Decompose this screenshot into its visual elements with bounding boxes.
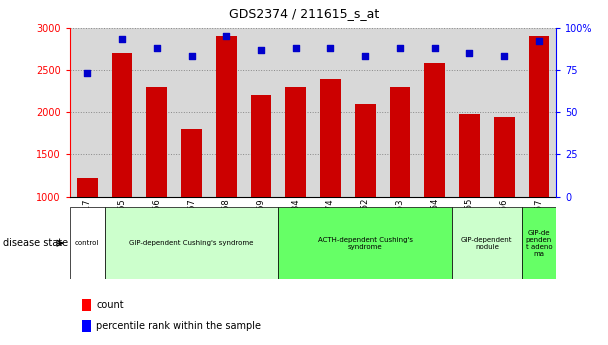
Text: control: control <box>75 240 100 246</box>
Bar <box>452 207 522 279</box>
Point <box>499 53 509 59</box>
Bar <box>390 87 410 281</box>
Text: GIP-de
penden
t adeno
ma: GIP-de penden t adeno ma <box>526 230 552 257</box>
Point <box>187 53 196 59</box>
Point <box>361 53 370 59</box>
Text: disease state: disease state <box>3 238 68 248</box>
Bar <box>522 207 556 279</box>
Point <box>465 50 474 56</box>
Bar <box>70 207 105 279</box>
Bar <box>285 87 306 281</box>
Point <box>152 45 162 51</box>
Bar <box>181 129 202 281</box>
Text: GDS2374 / 211615_s_at: GDS2374 / 211615_s_at <box>229 7 379 20</box>
Bar <box>77 178 98 281</box>
Bar <box>424 63 445 281</box>
Point <box>395 45 405 51</box>
Bar <box>147 87 167 281</box>
Bar <box>320 79 341 281</box>
Point <box>291 45 300 51</box>
Text: percentile rank within the sample: percentile rank within the sample <box>96 321 261 331</box>
Bar <box>250 95 271 281</box>
Point <box>326 45 336 51</box>
Text: GIP-dependent
nodule: GIP-dependent nodule <box>461 237 513 250</box>
Text: count: count <box>96 300 123 310</box>
Bar <box>112 53 133 281</box>
Bar <box>459 114 480 281</box>
Bar <box>216 36 237 281</box>
Point <box>430 45 440 51</box>
Bar <box>528 36 550 281</box>
Point <box>534 38 544 44</box>
Point <box>256 47 266 52</box>
Bar <box>494 117 514 281</box>
Bar <box>105 207 278 279</box>
Bar <box>355 104 376 281</box>
Point <box>83 70 92 76</box>
Point <box>117 37 127 42</box>
Text: GIP-dependent Cushing's syndrome: GIP-dependent Cushing's syndrome <box>130 240 254 246</box>
Text: ACTH-dependent Cushing's
syndrome: ACTH-dependent Cushing's syndrome <box>318 237 413 250</box>
Point <box>221 33 231 39</box>
Bar <box>278 207 452 279</box>
